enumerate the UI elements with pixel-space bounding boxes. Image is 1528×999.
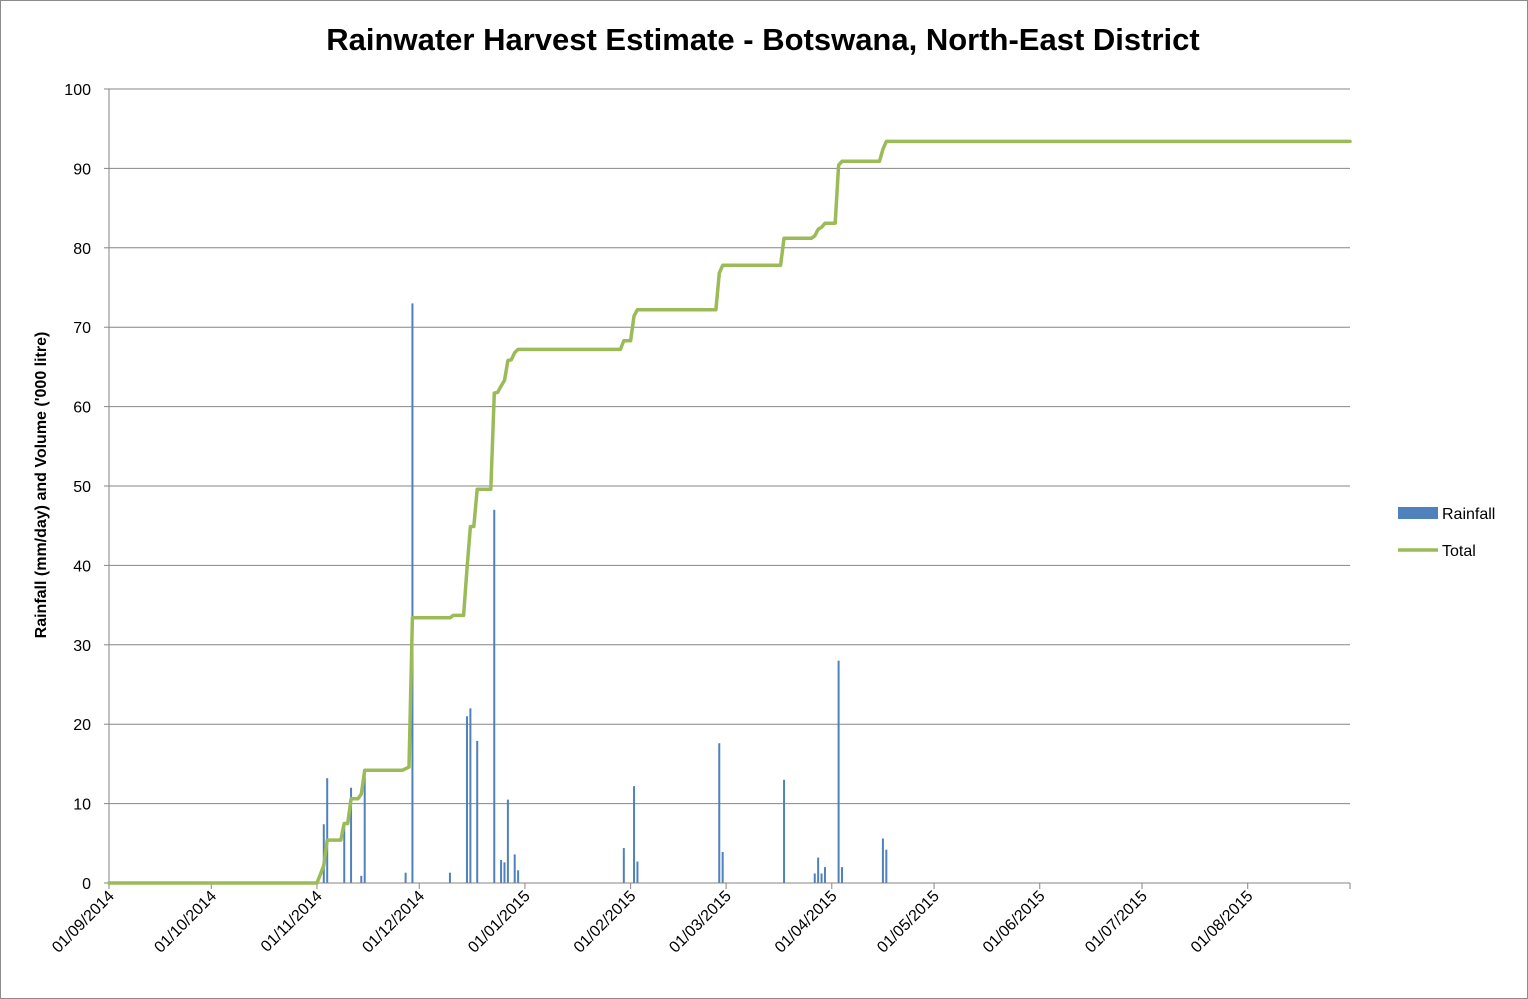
x-tick-label-2: 01/11/2014 bbox=[258, 888, 326, 956]
x-tick-label-9: 01/06/2015 bbox=[980, 888, 1049, 957]
rainfall-bar bbox=[500, 859, 503, 883]
rainfall-bar bbox=[476, 740, 479, 883]
rainfall-bar bbox=[343, 825, 346, 883]
rainfall-bar bbox=[503, 862, 506, 883]
rainfall-bar bbox=[363, 771, 366, 883]
rainfall-bar bbox=[350, 787, 353, 883]
x-tick-label-3: 01/12/2014 bbox=[359, 888, 428, 957]
rainfall-bar bbox=[411, 303, 414, 883]
y-tick-label-20: 20 bbox=[73, 717, 91, 734]
rainfall-bar bbox=[469, 708, 472, 883]
rainfall-bar bbox=[721, 852, 724, 883]
axes bbox=[104, 88, 1351, 889]
x-tick-label-0: 01/09/2014 bbox=[49, 888, 118, 957]
rainfall-bar bbox=[448, 872, 451, 883]
rainfall-bar bbox=[517, 870, 520, 883]
rainfall-bar bbox=[823, 867, 826, 883]
rainfall-bar bbox=[885, 849, 888, 883]
x-tick-label-1: 01/10/2014 bbox=[151, 888, 220, 957]
rainfall-bar bbox=[465, 716, 468, 883]
rainfall-bar bbox=[506, 799, 509, 883]
rainfall-bar bbox=[622, 848, 625, 883]
rainfall-bar bbox=[881, 838, 884, 883]
rainfall-bar bbox=[820, 873, 823, 883]
legend-label-total: Total bbox=[1442, 543, 1476, 560]
rainfall-bar bbox=[493, 509, 496, 883]
x-tick-labels: 01/09/2014 01/10/2014 01/11/2014 01/12/2014… bbox=[49, 888, 1256, 957]
y-tick-label-60: 60 bbox=[73, 400, 91, 417]
x-tick-label-4: 01/01/2015 bbox=[465, 888, 534, 957]
rainfall-bar bbox=[513, 854, 516, 883]
y-tick-label-10: 10 bbox=[73, 797, 91, 814]
rainfall-bar bbox=[783, 779, 786, 883]
y-tick-label-40: 40 bbox=[73, 558, 91, 575]
x-tick-label-6: 01/03/2015 bbox=[666, 888, 735, 957]
rainfall-bars bbox=[322, 303, 888, 883]
y-tick-label-50: 50 bbox=[73, 479, 91, 496]
y-tick-label-100: 100 bbox=[64, 82, 91, 99]
rainfall-bar bbox=[636, 861, 639, 883]
y-tick-labels: 0 10 20 30 40 50 60 70 80 90 100 bbox=[64, 82, 91, 893]
rainfall-bar bbox=[360, 875, 363, 883]
total-line bbox=[107, 139, 1352, 885]
rainfall-bar bbox=[813, 873, 816, 883]
y-tick-label-0: 0 bbox=[82, 876, 91, 893]
y-tick-label-30: 30 bbox=[73, 638, 91, 655]
legend: Rainfall Total bbox=[1398, 506, 1495, 560]
x-tick-label-5: 01/02/2015 bbox=[571, 888, 640, 957]
gridlines bbox=[109, 88, 1350, 805]
x-tick-label-8: 01/05/2015 bbox=[874, 888, 943, 957]
rainfall-bar bbox=[326, 778, 329, 883]
rainfall-bar bbox=[817, 857, 820, 883]
total-line-group bbox=[107, 139, 1352, 885]
x-tick-label-10: 01/07/2015 bbox=[1082, 888, 1151, 957]
rainfall-bar bbox=[841, 867, 844, 883]
y-tick-label-80: 80 bbox=[73, 241, 91, 258]
x-tick-label-11: 01/08/2015 bbox=[1188, 888, 1257, 957]
legend-label-rainfall: Rainfall bbox=[1442, 506, 1495, 523]
y-tick-label-90: 90 bbox=[73, 161, 91, 178]
rainfall-bar bbox=[718, 743, 721, 883]
rainfall-bar bbox=[633, 786, 636, 883]
rainfall-bar bbox=[404, 872, 407, 883]
chart-title: Rainwater Harvest Estimate - Botswana, N… bbox=[326, 22, 1200, 57]
y-tick-label-70: 70 bbox=[73, 320, 91, 337]
rainfall-bar bbox=[837, 660, 840, 883]
legend-swatch-rainfall bbox=[1398, 507, 1438, 519]
x-tick-label-7: 01/04/2015 bbox=[772, 888, 841, 957]
